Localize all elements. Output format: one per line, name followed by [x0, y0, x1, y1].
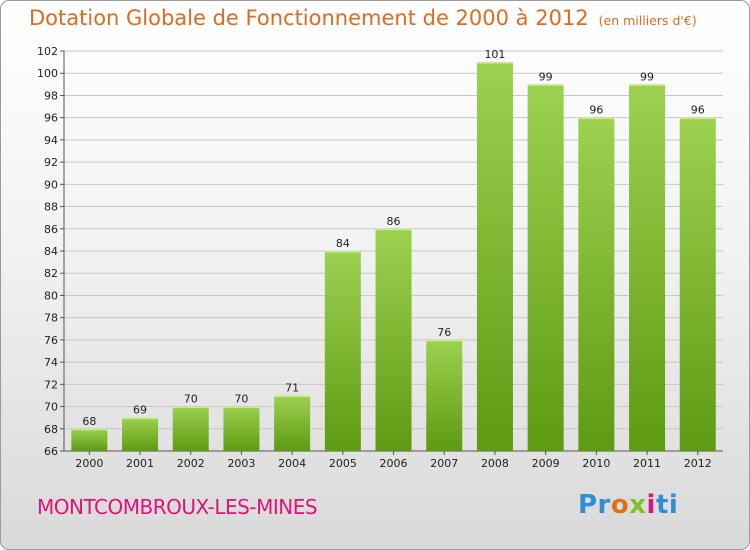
- value-label-2004: 71: [285, 381, 299, 394]
- y-tick-label: 88: [44, 201, 58, 214]
- x-tick-label-2009: 2009: [532, 457, 560, 470]
- x-tick-label-2001: 2001: [126, 457, 154, 470]
- value-label-2011: 99: [640, 70, 654, 83]
- value-label-2009: 99: [539, 70, 553, 83]
- bar-2004: [274, 395, 311, 451]
- x-tick-label-2006: 2006: [380, 457, 408, 470]
- bar-2012: [679, 117, 716, 452]
- x-tick-label-2008: 2008: [481, 457, 509, 470]
- bar-highlight: [426, 339, 463, 342]
- value-label-2001: 69: [133, 404, 147, 417]
- bar-2001: [122, 417, 159, 451]
- axes: 66 68 70 72 74 76 78 80 82 84 86 88 90 92 94 96 98 100 102: [37, 45, 723, 458]
- bar-2002: [172, 406, 209, 451]
- chart-title-main: Dotation Globale de Fonctionnement de 20…: [29, 6, 589, 30]
- y-tick-label: 86: [44, 223, 58, 236]
- y-tick-label: 70: [44, 401, 58, 414]
- logo-part-1: Pr: [578, 490, 611, 520]
- bar-highlight: [122, 417, 159, 420]
- proxiti-logo: Proxiti: [578, 490, 678, 520]
- value-label-2008: 101: [484, 48, 505, 61]
- x-tick-label-2011: 2011: [633, 457, 661, 470]
- bar-highlight: [679, 117, 716, 120]
- y-tick-label: 100: [37, 67, 58, 80]
- bar-2009: [527, 84, 564, 451]
- bar-2011: [629, 84, 666, 451]
- value-label-2000: 68: [82, 415, 96, 428]
- bar-highlight: [629, 84, 666, 86]
- bars: [71, 62, 716, 452]
- x-tick-label-2000: 2000: [75, 457, 103, 470]
- y-tick-label: 74: [44, 356, 58, 369]
- y-tick-label: 68: [44, 423, 58, 436]
- value-label-2012: 96: [691, 104, 705, 117]
- y-tick-label: 84: [44, 245, 58, 258]
- value-label-2007: 76: [437, 326, 451, 339]
- bar-2006: [375, 228, 412, 451]
- x-tick-label-2010: 2010: [582, 457, 610, 470]
- y-tick-label: 78: [44, 312, 58, 325]
- logo-part-2: o: [610, 490, 630, 520]
- bar-highlight: [324, 251, 361, 253]
- x-tick-label-2003: 2003: [227, 457, 255, 470]
- value-label-2006: 86: [387, 215, 401, 228]
- x-tick-label-2002: 2002: [177, 457, 205, 470]
- bar-highlight: [71, 428, 108, 431]
- bar-highlight: [172, 406, 209, 409]
- bar-highlight: [578, 117, 615, 120]
- labels: 68 2000 69 2001 70 2002 70 2003 71 2004 84 2005 86 20…: [75, 48, 711, 470]
- x-tick-label-2005: 2005: [329, 457, 357, 470]
- bar-highlight: [527, 84, 564, 86]
- bar-2005: [324, 251, 361, 451]
- logo-part-4: i: [646, 490, 656, 520]
- value-label-2003: 70: [234, 393, 248, 406]
- y-tick-label: 66: [44, 445, 58, 458]
- bar-highlight: [223, 406, 260, 409]
- y-tick-label: 98: [44, 89, 58, 102]
- x-tick-label-2004: 2004: [278, 457, 306, 470]
- y-tick-label: 94: [44, 134, 58, 147]
- value-label-2002: 70: [184, 393, 198, 406]
- value-label-2010: 96: [589, 104, 603, 117]
- bar-2010: [578, 117, 615, 452]
- logo-part-5: ti: [655, 490, 679, 520]
- y-tick-label: 90: [44, 178, 58, 191]
- bar-highlight: [375, 228, 412, 231]
- y-tick-label: 80: [44, 289, 58, 302]
- value-label-2005: 84: [336, 237, 350, 250]
- chart-title: Dotation Globale de Fonctionnement de 20…: [29, 6, 697, 30]
- bar-highlight: [476, 62, 513, 64]
- logo-part-3: x: [629, 490, 647, 520]
- y-tick-label: 96: [44, 112, 58, 125]
- y-tick-label: 92: [44, 156, 58, 169]
- town-name: MONTCOMBROUX-LES-MINES: [37, 495, 318, 519]
- y-tick-label: 72: [44, 378, 58, 391]
- bar-2008: [476, 62, 513, 451]
- x-tick-label-2012: 2012: [684, 457, 712, 470]
- bar-highlight: [274, 395, 311, 397]
- y-tick-label: 82: [44, 267, 58, 280]
- x-tick-label-2007: 2007: [430, 457, 458, 470]
- bar-2007: [426, 339, 463, 451]
- bar-2003: [223, 406, 260, 451]
- y-tick-label: 102: [37, 45, 58, 58]
- bar-2000: [71, 428, 108, 451]
- chart-title-unit: (en milliers d'€): [598, 13, 697, 28]
- y-tick-label: 76: [44, 334, 58, 347]
